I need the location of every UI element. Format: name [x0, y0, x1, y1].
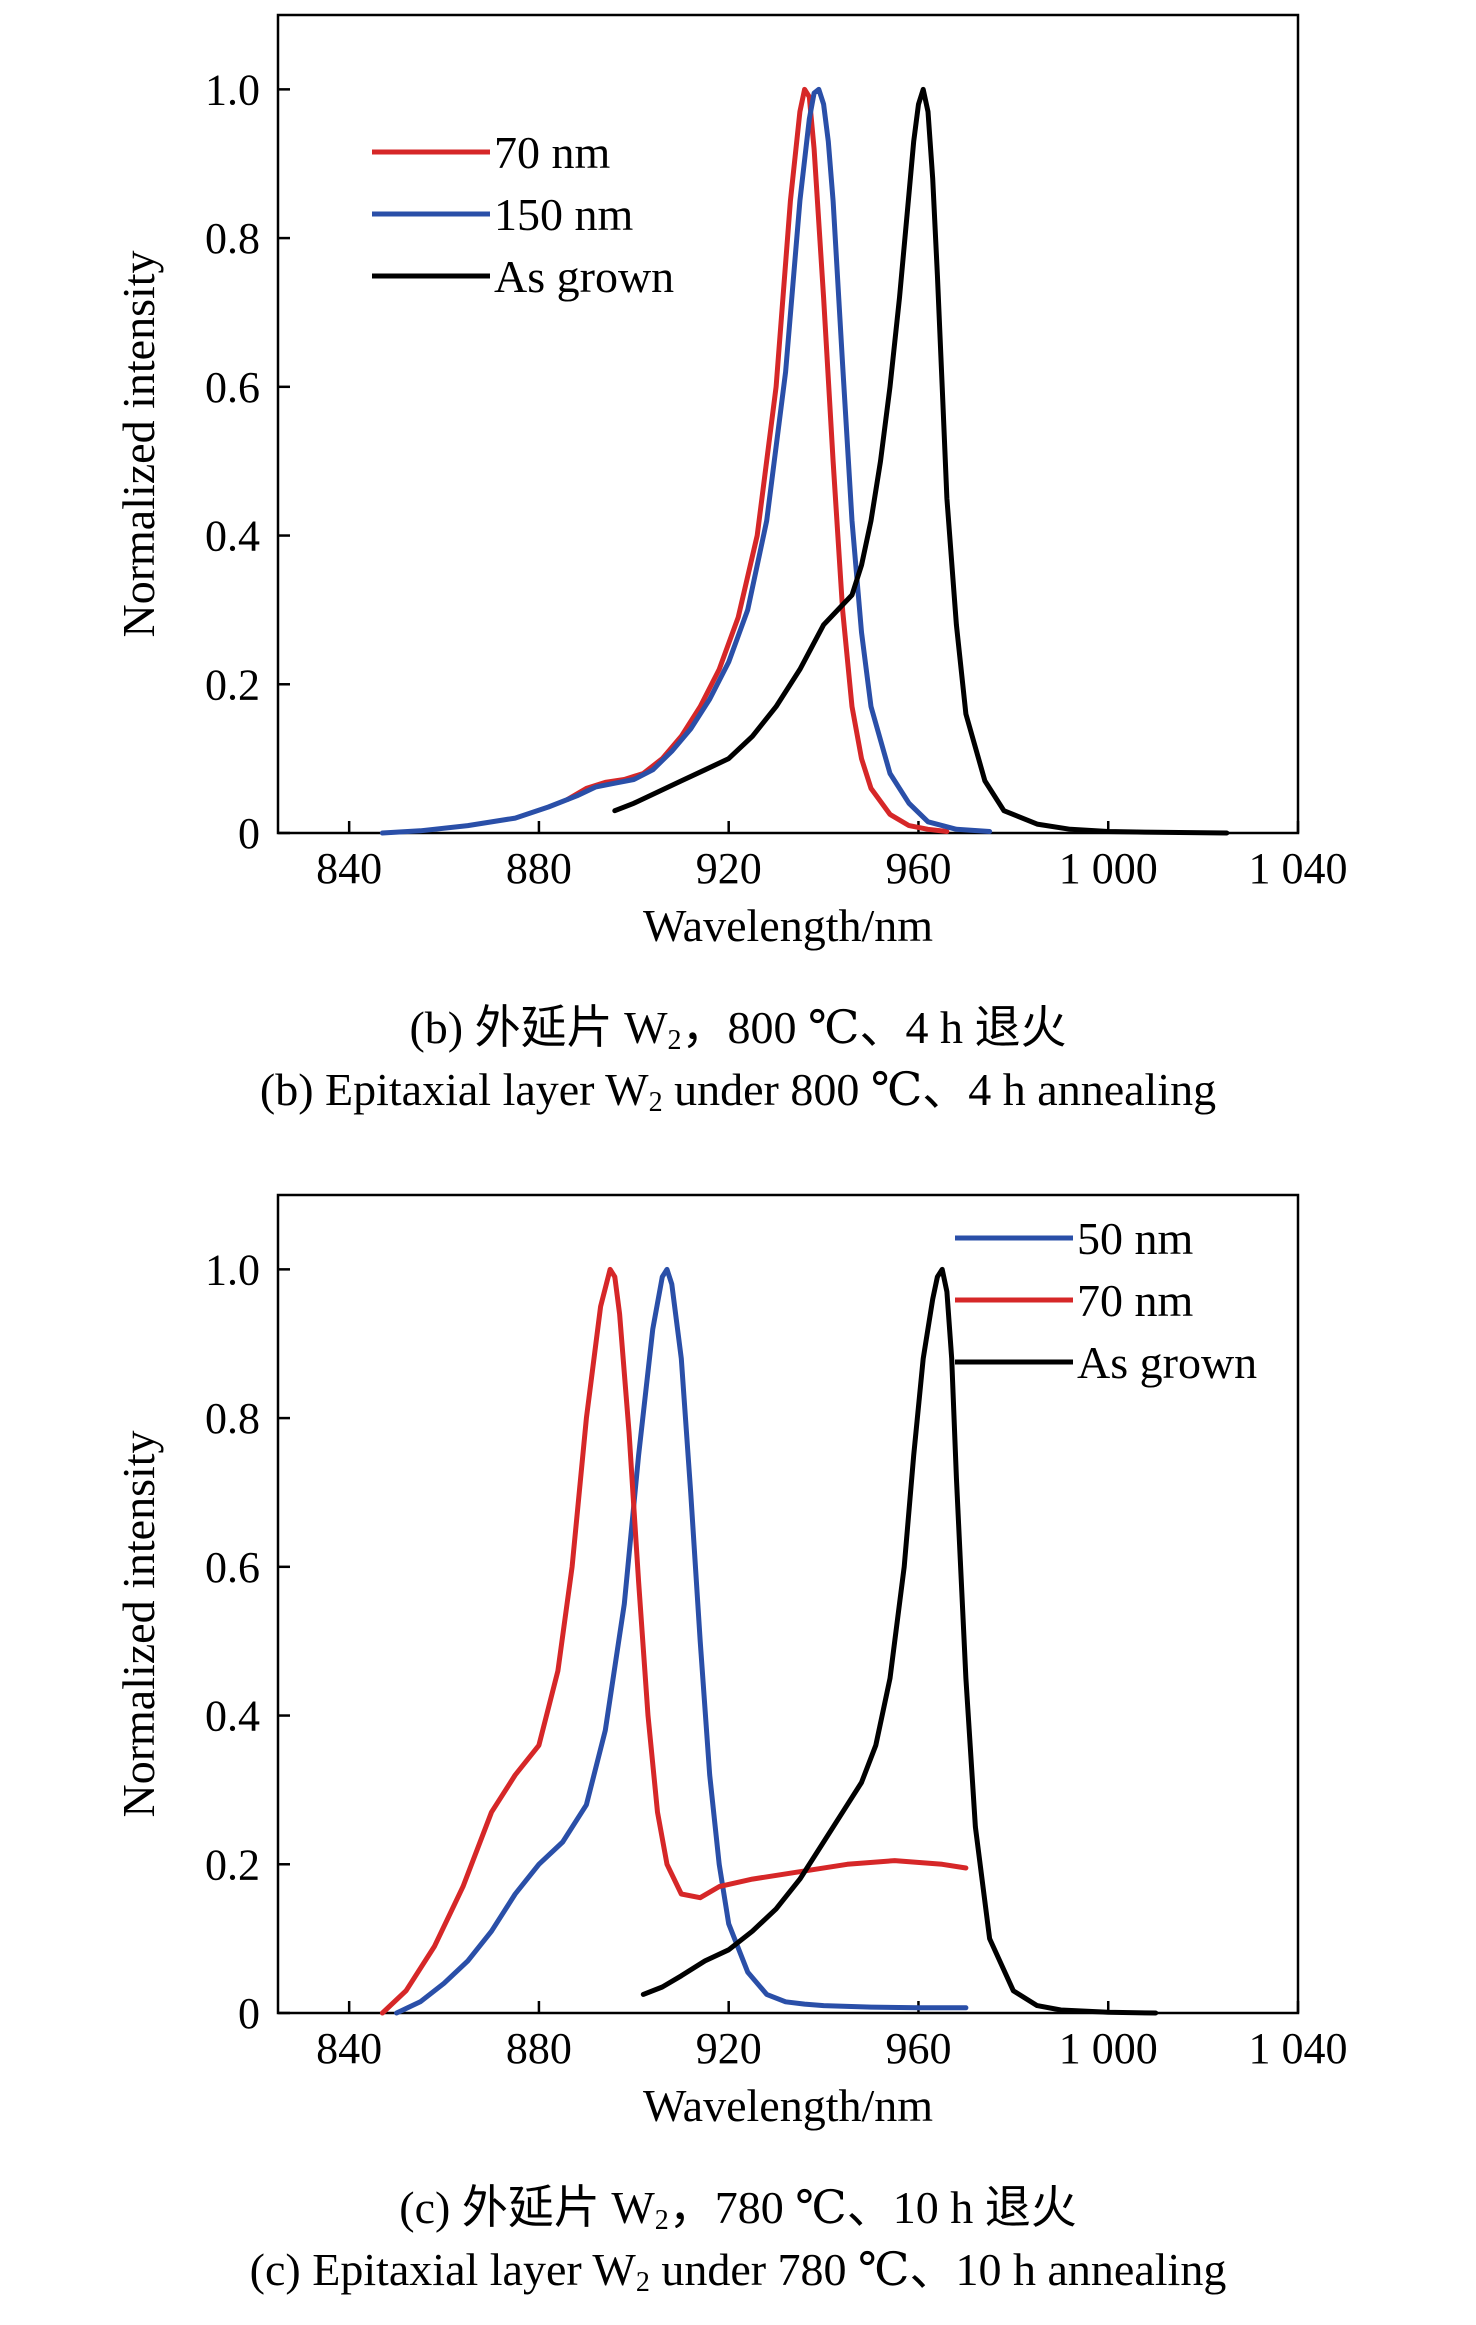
caption-en-c: (c) Epitaxial layer W2 under 780 ℃、10 h …: [249, 2244, 1227, 2298]
x-tick-label: 1 040: [1249, 844, 1348, 893]
y-axis-label: Normalized intensity: [113, 1430, 164, 1817]
series-line-150-nm: [379, 86, 993, 836]
y-tick-label: 0.8: [205, 214, 260, 263]
x-tick-label: 880: [506, 844, 572, 893]
plot-frame: [276, 13, 1300, 835]
x-tick-label: 840: [316, 2024, 382, 2073]
x-tick-label: 960: [885, 2024, 951, 2073]
x-tick-label: 920: [696, 844, 762, 893]
caption-cn-b: (b) 外延片 W2，800 ℃、4 h 退火: [409, 1002, 1067, 1056]
legend-label: 50 nm: [1077, 1213, 1194, 1264]
y-tick-label: 0.8: [205, 1394, 260, 1443]
series-line-50-nm: [394, 1266, 969, 2016]
y-tick-label: 0.6: [205, 363, 260, 412]
caption-en-b: (b) Epitaxial layer W2 under 800 ℃、4 h a…: [259, 1064, 1217, 1118]
x-tick-label: 1 000: [1059, 844, 1158, 893]
x-tick-label: 1 000: [1059, 2024, 1158, 2073]
series-line-as-grown: [612, 86, 1230, 836]
legend-label: 70 nm: [494, 127, 611, 178]
x-tick-label: 880: [506, 2024, 572, 2073]
y-tick-label: 1.0: [205, 65, 260, 114]
x-tick-label: 920: [696, 2024, 762, 2073]
x-tick-label: 840: [316, 844, 382, 893]
plot-frame: [276, 1193, 1300, 2015]
x-axis-label: Wavelength/nm: [643, 900, 933, 951]
chart-panel-c: 840 880 920 960 1 000 1 040 0 0.2 0.4 0.6 0.8 1.0 Wa…: [0, 1180, 1476, 2320]
legend-label: 150 nm: [494, 189, 634, 240]
y-tick-label: 0.4: [205, 512, 260, 561]
chart-b-svg: 840 880 920 960 1 000 1 040 0 0.2 0.4 0.6 0.8 1.0 Wa…: [113, 13, 1348, 951]
y-tick-label: 1.0: [205, 1245, 260, 1294]
y-tick-label: 0: [238, 809, 260, 858]
x-axis-label: Wavelength/nm: [643, 2080, 933, 2131]
series-line-70-nm: [564, 86, 950, 834]
x-tick-label: 960: [885, 844, 951, 893]
series-line-as-grown: [640, 1266, 1159, 2016]
chart-panel-b: 840 880 920 960 1 000 1 040 0 0.2 0.4 0.6 0.8 1.0 Wa…: [0, 0, 1476, 1140]
legend-label: As grown: [494, 251, 674, 302]
y-tick-label: 0.6: [205, 1543, 260, 1592]
y-axis-label: Normalized intensity: [113, 250, 164, 637]
y-tick-label: 0.2: [205, 1840, 260, 1889]
legend-label: As grown: [1077, 1337, 1257, 1388]
y-tick-label: 0.4: [205, 1692, 260, 1741]
y-tick-label: 0.2: [205, 660, 260, 709]
legend-label: 70 nm: [1077, 1275, 1194, 1326]
y-tick-label: 0: [238, 1989, 260, 2038]
chart-c-svg: 840 880 920 960 1 000 1 040 0 0.2 0.4 0.6 0.8 1.0 Wa…: [113, 1193, 1348, 2131]
series-line-70-nm: [379, 1266, 969, 2016]
caption-cn-c: (c) 外延片 W2，780 ℃、10 h 退火: [399, 2182, 1077, 2236]
x-tick-label: 1 040: [1249, 2024, 1348, 2073]
